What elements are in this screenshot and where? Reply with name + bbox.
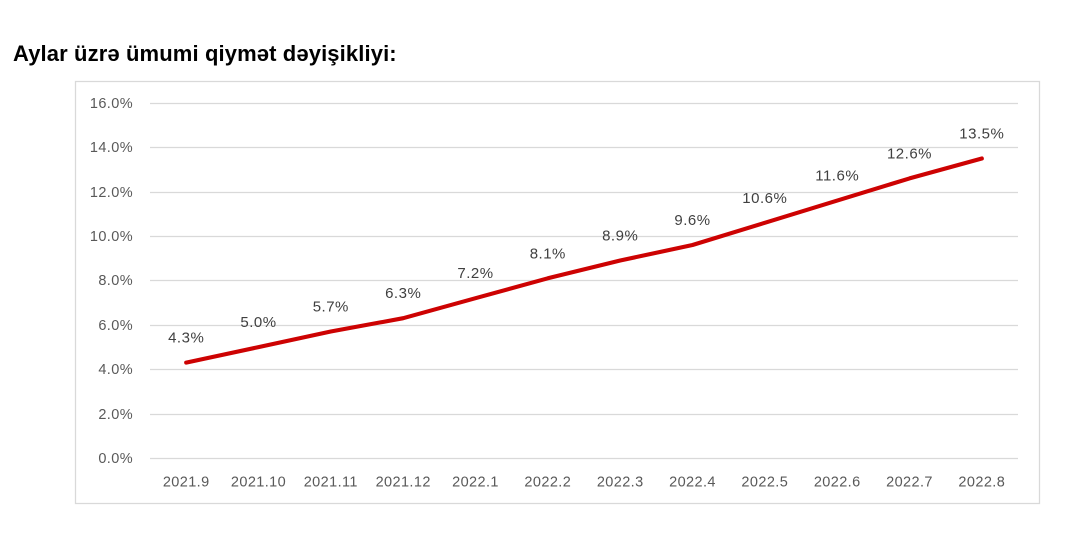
svg-text:4.3%: 4.3% [168, 330, 204, 347]
svg-text:2022.1: 2022.1 [452, 475, 499, 491]
svg-text:2021.11: 2021.11 [304, 475, 358, 491]
svg-text:2022.2: 2022.2 [524, 475, 571, 491]
svg-text:8.0%: 8.0% [98, 273, 133, 289]
svg-text:9.6%: 9.6% [674, 212, 710, 229]
svg-text:14.0%: 14.0% [90, 140, 133, 156]
svg-text:11.6%: 11.6% [815, 168, 859, 185]
svg-text:12.6%: 12.6% [887, 145, 932, 162]
svg-text:6.0%: 6.0% [98, 318, 133, 334]
svg-text:10.6%: 10.6% [742, 190, 787, 207]
svg-text:2022.5: 2022.5 [741, 475, 788, 491]
svg-text:2021.12: 2021.12 [376, 475, 431, 491]
svg-text:2022.3: 2022.3 [597, 475, 644, 491]
svg-text:10.0%: 10.0% [90, 229, 133, 245]
svg-text:5.7%: 5.7% [313, 299, 349, 316]
svg-text:2021.9: 2021.9 [163, 475, 210, 491]
svg-text:0.0%: 0.0% [98, 451, 133, 467]
svg-text:2022.6: 2022.6 [814, 475, 861, 491]
svg-text:2022.4: 2022.4 [669, 475, 716, 491]
svg-text:5.0%: 5.0% [240, 314, 276, 331]
svg-text:4.0%: 4.0% [98, 362, 133, 378]
svg-text:8.1%: 8.1% [530, 245, 566, 262]
svg-text:12.0%: 12.0% [90, 185, 133, 201]
svg-text:7.2%: 7.2% [457, 265, 493, 282]
svg-text:16.0%: 16.0% [90, 96, 133, 112]
svg-text:2022.8: 2022.8 [958, 475, 1005, 491]
svg-text:6.3%: 6.3% [385, 285, 421, 302]
svg-text:13.5%: 13.5% [959, 126, 1004, 143]
svg-text:2.0%: 2.0% [98, 407, 133, 423]
svg-text:2021.10: 2021.10 [231, 475, 286, 491]
svg-text:8.9%: 8.9% [602, 228, 638, 245]
svg-text:2022.7: 2022.7 [886, 475, 933, 491]
